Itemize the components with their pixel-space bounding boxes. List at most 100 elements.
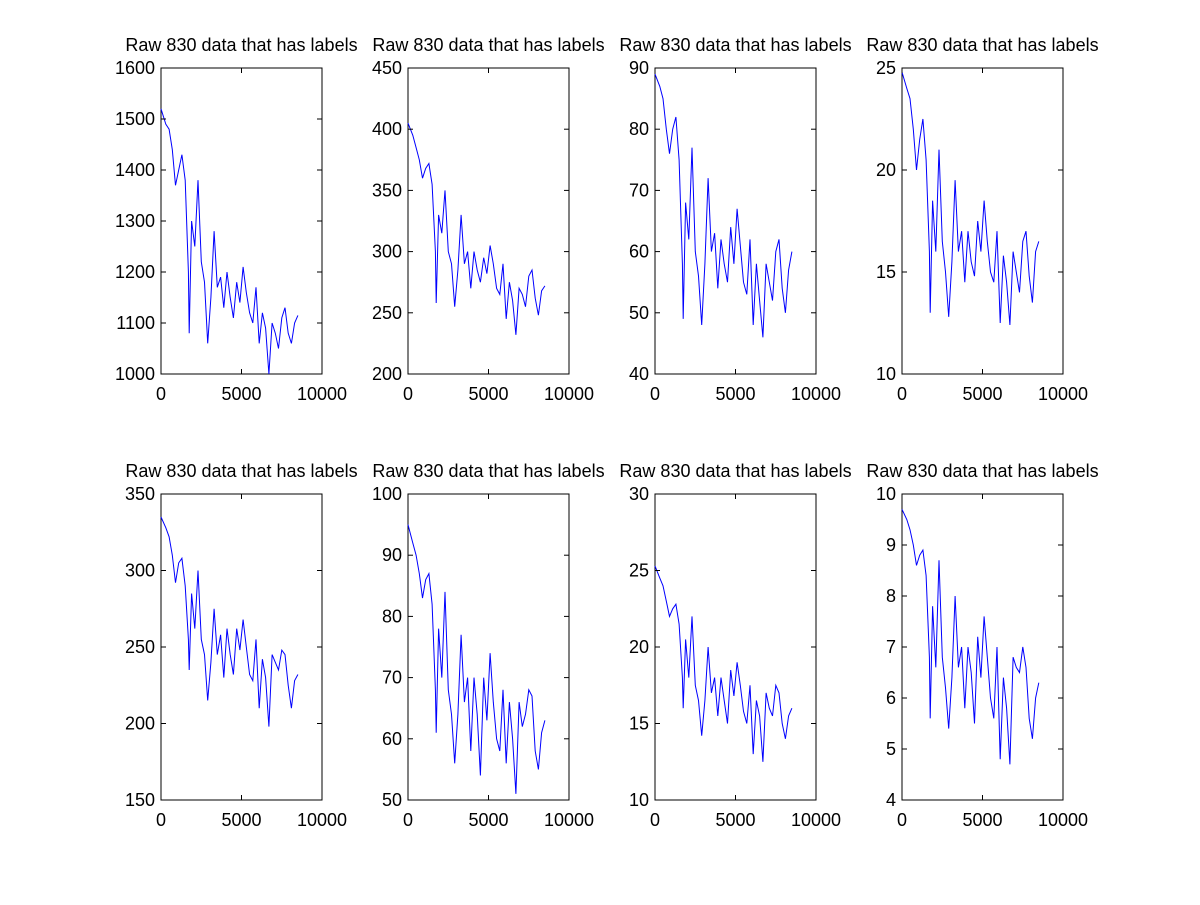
y-tick-label: 8 xyxy=(886,586,896,606)
x-tick-label: 10000 xyxy=(791,384,841,404)
y-tick-label: 300 xyxy=(125,561,155,581)
axes-frame xyxy=(160,493,323,801)
chart-panel-4: 0 5000 10000 10 15 20 25 Raw 830 data that has … xyxy=(866,35,1098,404)
y-tick-label: 90 xyxy=(629,58,649,78)
y-tick-label: 80 xyxy=(382,606,402,626)
chart-title: Raw 830 data that has labels xyxy=(125,35,357,55)
chart-title: Raw 830 data that has labels xyxy=(866,461,1098,481)
chart-panel-5: 0 5000 10000 150 200 250 300 350 Raw 830 data th… xyxy=(125,461,358,830)
y-tick-label: 60 xyxy=(382,729,402,749)
axes-frame xyxy=(160,67,323,375)
y-tick-label: 10 xyxy=(876,364,896,384)
series-line xyxy=(654,565,793,762)
axes-frame xyxy=(407,493,570,801)
y-tick-label: 250 xyxy=(372,303,402,323)
series-line xyxy=(407,122,546,335)
x-tick-label: 5000 xyxy=(715,810,755,830)
y-tick-label: 5 xyxy=(886,739,896,759)
y-tick-label: 1000 xyxy=(115,364,155,384)
chart-panel-7: 0 5000 10000 10 15 20 25 30 Raw 830 data that ha… xyxy=(619,461,851,830)
series-line xyxy=(160,108,299,375)
y-tick-label: 9 xyxy=(886,535,896,555)
y-tick-label: 25 xyxy=(876,58,896,78)
y-tick-label: 1300 xyxy=(115,211,155,231)
y-tick-label: 15 xyxy=(629,714,649,734)
y-tick-label: 7 xyxy=(886,637,896,657)
x-tick-label: 10000 xyxy=(1038,810,1088,830)
x-tick-label: 10000 xyxy=(544,810,594,830)
y-tick-label: 350 xyxy=(125,484,155,504)
chart-title: Raw 830 data that has labels xyxy=(125,461,357,481)
chart-title: Raw 830 data that has labels xyxy=(372,461,604,481)
x-tick-label: 5000 xyxy=(221,810,261,830)
x-tick-label: 0 xyxy=(650,810,660,830)
x-tick-label: 0 xyxy=(403,384,413,404)
x-tick-label: 0 xyxy=(897,810,907,830)
chart-panel-2: 0 5000 10000 200 250 300 350 400 450 Raw 830 data… xyxy=(372,35,605,404)
y-tick-label: 70 xyxy=(629,180,649,200)
y-tick-label: 200 xyxy=(372,364,402,384)
y-tick-label: 50 xyxy=(629,303,649,323)
x-tick-label: 10000 xyxy=(1038,384,1088,404)
chart-title: Raw 830 data that has labels xyxy=(619,35,851,55)
series-line xyxy=(901,509,1040,765)
y-tick-label: 40 xyxy=(629,364,649,384)
y-tick-label: 150 xyxy=(125,790,155,810)
y-tick-label: 15 xyxy=(876,262,896,282)
y-tick-label: 400 xyxy=(372,119,402,139)
chart-panel-1: 0 5000 10000 1000 1100 1200 1300 1400 1500 1600 Ra… xyxy=(115,35,358,404)
chart-panel-8: 0 5000 10000 4 5 6 7 8 9 10 Raw 830 data that has … xyxy=(866,461,1098,830)
x-tick-label: 10000 xyxy=(297,810,347,830)
chart-title: Raw 830 data that has labels xyxy=(372,35,604,55)
y-tick-label: 250 xyxy=(125,637,155,657)
chart-title: Raw 830 data that has labels xyxy=(619,461,851,481)
chart-panel-3: 0 5000 10000 40 50 60 70 80 90 Raw 830 data that … xyxy=(619,35,851,404)
y-tick-label: 1500 xyxy=(115,109,155,129)
y-tick-label: 350 xyxy=(372,180,402,200)
chart-panel-6: 0 5000 10000 50 60 70 80 90 100 Raw 830 data that… xyxy=(372,461,605,830)
y-tick-label: 1600 xyxy=(115,58,155,78)
y-tick-label: 450 xyxy=(372,58,402,78)
x-tick-label: 5000 xyxy=(962,810,1002,830)
series-line xyxy=(407,524,546,794)
y-tick-label: 50 xyxy=(382,790,402,810)
y-tick-label: 70 xyxy=(382,668,402,688)
x-tick-label: 0 xyxy=(156,384,166,404)
y-tick-label: 90 xyxy=(382,545,402,565)
y-tick-label: 200 xyxy=(125,714,155,734)
y-tick-label: 1400 xyxy=(115,160,155,180)
y-tick-label: 20 xyxy=(629,637,649,657)
x-tick-label: 10000 xyxy=(791,810,841,830)
y-tick-label: 1200 xyxy=(115,262,155,282)
x-tick-label: 10000 xyxy=(544,384,594,404)
x-tick-label: 5000 xyxy=(468,810,508,830)
y-tick-label: 30 xyxy=(629,484,649,504)
chart-title: Raw 830 data that has labels xyxy=(866,35,1098,55)
x-tick-label: 5000 xyxy=(221,384,261,404)
series-line xyxy=(160,516,299,727)
x-tick-label: 10000 xyxy=(297,384,347,404)
y-tick-label: 10 xyxy=(876,484,896,504)
x-tick-label: 5000 xyxy=(962,384,1002,404)
axes-frame xyxy=(654,493,817,801)
x-tick-label: 0 xyxy=(897,384,907,404)
y-tick-label: 100 xyxy=(372,484,402,504)
axes-frame xyxy=(654,67,817,375)
x-tick-label: 5000 xyxy=(468,384,508,404)
x-tick-label: 0 xyxy=(403,810,413,830)
series-line xyxy=(901,71,1040,326)
y-tick-label: 80 xyxy=(629,119,649,139)
y-tick-label: 10 xyxy=(629,790,649,810)
x-tick-label: 0 xyxy=(156,810,166,830)
y-tick-label: 300 xyxy=(372,242,402,262)
y-tick-label: 25 xyxy=(629,561,649,581)
y-tick-label: 60 xyxy=(629,242,649,262)
y-tick-label: 6 xyxy=(886,688,896,708)
y-tick-label: 20 xyxy=(876,160,896,180)
axes-frame xyxy=(407,67,570,375)
y-tick-label: 1100 xyxy=(116,313,155,333)
series-line xyxy=(654,73,793,338)
x-tick-label: 0 xyxy=(650,384,660,404)
